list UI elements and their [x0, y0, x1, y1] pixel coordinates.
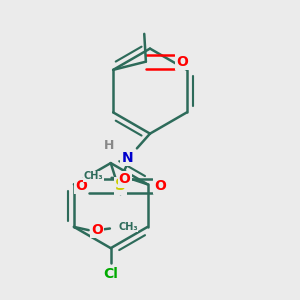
Text: CH₃: CH₃	[84, 171, 103, 181]
Text: O: O	[176, 55, 188, 69]
Text: N: N	[121, 151, 133, 165]
Text: H: H	[104, 139, 114, 152]
Text: O: O	[154, 179, 166, 193]
Text: O: O	[75, 179, 87, 193]
Text: O: O	[119, 172, 130, 186]
Text: S: S	[115, 178, 126, 194]
Text: CH₃: CH₃	[118, 222, 138, 232]
Text: Cl: Cl	[103, 267, 118, 281]
Text: O: O	[91, 223, 103, 237]
